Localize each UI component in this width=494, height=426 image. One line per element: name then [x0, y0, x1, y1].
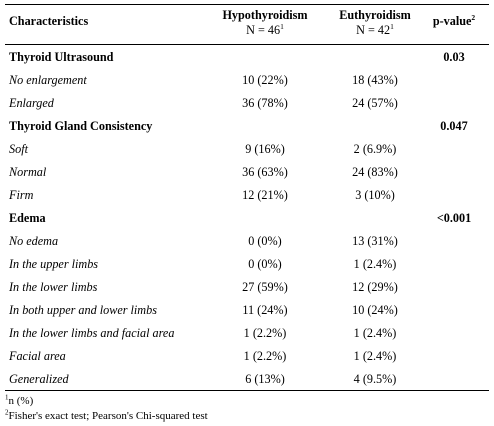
table-row: No edema 0 (0%) 13 (31%) [5, 230, 489, 253]
pvalue-cell: 0.03 [443, 50, 465, 64]
header-hypothyroidism-n: N = 461 [205, 23, 325, 38]
table-row: Facial area 1 (2.2%) 1 (2.4%) [5, 345, 489, 368]
table-row: In the lower limbs and facial area 1 (2.2… [5, 322, 489, 345]
euthyroidism-cell: 10 (24%) [352, 303, 398, 317]
header-euthyroidism-n-text: N = 42 [356, 23, 391, 37]
row-label: In the lower limbs [9, 280, 98, 294]
header-hypothyroidism-title: Hypothyroidism [222, 8, 308, 22]
row-label: Firm [9, 188, 34, 202]
pvalue-cell: 0.047 [440, 119, 468, 133]
euthyroidism-cell: 13 (31%) [352, 234, 398, 248]
euthyroidism-cell: 24 (57%) [352, 96, 398, 110]
section-row: Thyroid Gland Consistency 0.047 [5, 115, 489, 138]
hypothyroidism-cell: 1 (2.2%) [243, 326, 287, 340]
table-top-rule [5, 4, 489, 5]
header-bottom-rule [5, 44, 489, 45]
euthyroidism-cell: 4 (9.5%) [353, 372, 397, 386]
header-euthyroidism: Euthyroidism N = 421 [325, 8, 425, 38]
header-characteristics-label: Characteristics [9, 14, 89, 28]
header-euthyroidism-n-sup: 1 [390, 21, 394, 31]
euthyroidism-cell: 1 (2.4%) [353, 326, 397, 340]
table-bottom-rule [5, 390, 489, 391]
table-row: In both upper and lower limbs 11 (24%) 10 … [5, 299, 489, 322]
euthyroidism-cell: 18 (43%) [352, 73, 398, 87]
header-characteristics: Characteristics [9, 14, 88, 29]
pvalue-cell: <0.001 [436, 211, 472, 225]
table-row: No enlargement 10 (22%) 18 (43%) [5, 69, 489, 92]
hypothyroidism-cell: 36 (78%) [242, 96, 288, 110]
hypothyroidism-cell: 12 (21%) [242, 188, 288, 202]
table-row: Normal 36 (63%) 24 (83%) [5, 161, 489, 184]
header-hypothyroidism: Hypothyroidism N = 461 [205, 8, 325, 38]
header-euthyroidism-n: N = 421 [325, 23, 425, 38]
hypothyroidism-cell: 0 (0%) [248, 257, 282, 271]
table-row: In the lower limbs 27 (59%) 12 (29%) [5, 276, 489, 299]
row-label: No edema [9, 234, 59, 248]
header-pvalue-text: p-value [432, 14, 472, 28]
hypothyroidism-cell: 27 (59%) [242, 280, 288, 294]
euthyroidism-cell: 24 (83%) [352, 165, 398, 179]
table-row: Generalized 6 (13%) 4 (9.5%) [5, 368, 489, 391]
hypothyroidism-cell: 36 (63%) [242, 165, 288, 179]
hypothyroidism-cell: 0 (0%) [248, 234, 282, 248]
row-label: In the upper limbs [9, 257, 99, 271]
footnote-2: 2Fisher's exact test; Pearson's Chi-squa… [5, 409, 208, 423]
euthyroidism-cell: 1 (2.4%) [353, 257, 397, 271]
hypothyroidism-cell: 11 (24%) [242, 303, 288, 317]
row-label: In the lower limbs and facial area [9, 326, 175, 340]
section-row: Thyroid Ultrasound 0.03 [5, 46, 489, 69]
table-row: In the upper limbs 0 (0%) 1 (2.4%) [5, 253, 489, 276]
row-label: Enlarged [9, 96, 54, 110]
section-title: Edema [9, 211, 46, 225]
row-label: In both upper and lower limbs [9, 303, 157, 317]
header-pvalue-line: p-value2 [425, 14, 483, 29]
hypothyroidism-cell: 6 (13%) [245, 372, 285, 386]
euthyroidism-cell: 3 (10%) [355, 188, 395, 202]
header-pvalue-sup: 2 [471, 12, 476, 22]
footnote-1: 1n (%) [5, 394, 33, 408]
header-euthyroidism-title: Euthyroidism [339, 8, 411, 22]
row-label: Facial area [9, 349, 66, 363]
footnote-2-text: Fisher's exact test; Pearson's Chi-squar… [8, 410, 208, 422]
row-label: Normal [9, 165, 47, 179]
row-label: No enlargement [9, 73, 87, 87]
hypothyroidism-cell: 10 (22%) [242, 73, 288, 87]
hypothyroidism-cell: 1 (2.2%) [243, 349, 287, 363]
footnote-2-marker: 2 [5, 408, 9, 417]
row-label: Soft [9, 142, 28, 156]
header-hypothyroidism-n-sup: 1 [280, 21, 284, 31]
header-hypothyroidism-n-text: N = 46 [246, 23, 281, 37]
euthyroidism-cell: 1 (2.4%) [353, 349, 397, 363]
table-row: Soft 9 (16%) 2 (6.9%) [5, 138, 489, 161]
euthyroidism-cell: 2 (6.9%) [353, 142, 397, 156]
row-label: Generalized [9, 372, 69, 386]
hypothyroidism-cell: 9 (16%) [245, 142, 285, 156]
section-title: Thyroid Gland Consistency [9, 119, 153, 133]
euthyroidism-cell: 12 (29%) [352, 280, 398, 294]
table-row: Enlarged 36 (78%) 24 (57%) [5, 92, 489, 115]
table-row: Firm 12 (21%) 3 (10%) [5, 184, 489, 207]
section-title: Thyroid Ultrasound [9, 50, 114, 64]
section-row: Edema <0.001 [5, 207, 489, 230]
footnote-1-marker: 1 [5, 393, 9, 402]
header-pvalue: p-value2 [425, 14, 483, 29]
footnote-1-text: n (%) [8, 395, 34, 407]
